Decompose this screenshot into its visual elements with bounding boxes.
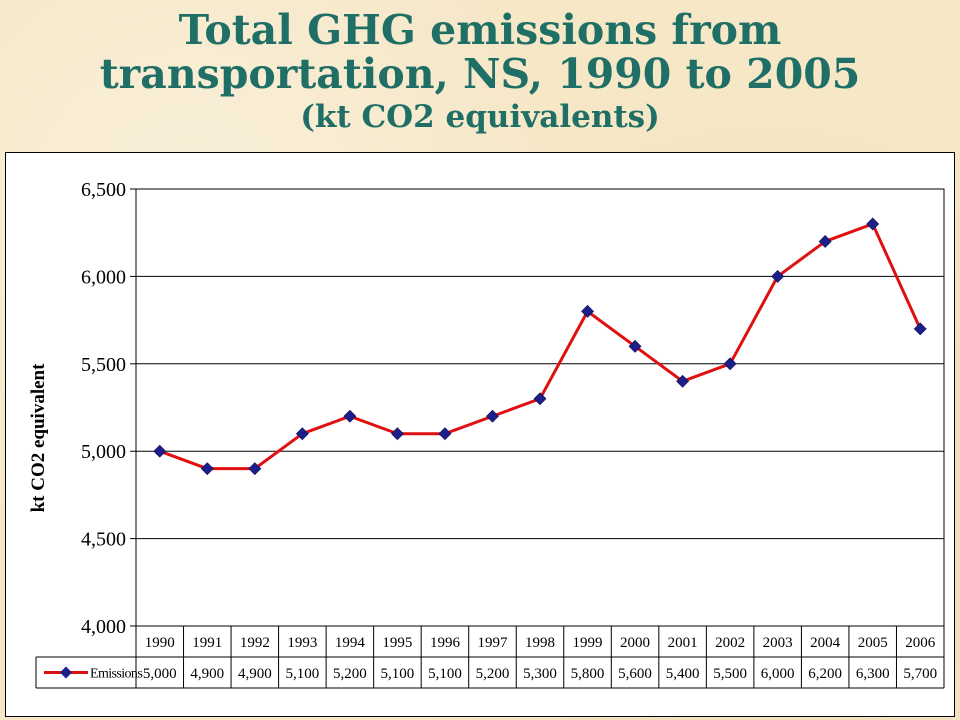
chart-subtitle: (kt CO2 equivalents) [300,99,660,135]
chart-frame: 4,000 4,500 5,000 5,500 6,000 6,500 kt CO2 eq… [5,152,955,717]
data-label: 6,200 [808,666,842,682]
x-category-label: 2002 [715,635,745,651]
y-tick-label: 5,000 [81,441,126,463]
data-point [533,392,547,406]
y-tick-label: 4,500 [81,529,126,551]
chart-title-line-1: Total GHG emissions from [178,6,782,54]
data-label: 5,500 [713,666,747,682]
data-label: 5,700 [903,666,937,682]
x-category-label: 1992 [240,635,270,651]
x-category-label: 1999 [573,635,603,651]
chart-title-line-2: transportation, NS, 1990 to 2005 [99,50,861,98]
grid-layer [136,188,944,627]
data-label: 5,300 [523,666,557,682]
title-block: Total GHG emissions from transportation,… [0,0,960,150]
x-category-label: 1997 [477,635,508,651]
data-label: 4,900 [238,666,272,682]
y-tick-label: 6,000 [81,266,126,288]
data-label: 5,800 [571,666,605,682]
data-point [248,462,262,476]
data-label: 5,200 [476,666,510,682]
data-point [723,357,737,371]
data-label: 6,000 [761,666,795,682]
data-point [866,217,880,231]
x-category-label: 1991 [192,635,222,651]
x-category-label: 2004 [810,635,841,651]
data-point [295,427,309,441]
x-category-label: 1998 [525,635,555,651]
series-line-emissions [159,222,922,471]
data-label: 5,100 [285,666,319,682]
x-category-label: 1990 [145,635,175,651]
x-category-label: 1993 [287,635,317,651]
y-tick-label: 6,500 [81,179,126,201]
data-point [438,427,452,441]
data-point [486,409,499,423]
data-point [818,235,832,248]
x-category-label: 1996 [430,635,461,651]
data-label: 5,100 [428,666,462,682]
data-label: 5,100 [381,666,415,682]
data-label: 5,600 [618,666,652,682]
data-label: 5,200 [333,666,367,682]
y-tick-label: 4,000 [81,616,126,638]
data-label: 4,900 [190,666,224,682]
x-category-label: 2006 [905,635,936,651]
data-point [343,409,357,423]
axis-layer [130,188,945,627]
line-chart: 4,000 4,500 5,000 5,500 6,000 6,500 kt CO2 eq… [28,179,945,689]
y-tick-label: 5,500 [81,354,126,376]
data-point [390,427,404,441]
x-category-label: 1995 [382,635,412,651]
data-table: 1990 5,000 1991 4,900 1992 4,900 1993 5,100 1994… [35,626,945,689]
data-label: 5,400 [666,666,700,682]
data-point [913,322,927,336]
data-point [676,374,690,388]
y-axis-label: kt CO2 equivalent [28,363,49,513]
y-tick-labels: 4,000 4,500 5,000 5,500 6,000 6,500 [81,179,126,638]
series-layer [153,217,927,476]
x-category-label: 1994 [335,635,366,651]
data-point [581,304,594,318]
data-point [771,269,785,283]
x-category-label: 2000 [620,635,650,651]
data-label: 5,000 [143,666,177,682]
data-point [628,339,642,353]
data-label: 6,300 [856,666,890,682]
x-category-label: 2001 [668,635,698,651]
x-category-label: 2003 [763,635,793,651]
legend-label: Emissions [90,667,142,682]
data-point [200,462,214,476]
legend-marker-swatch [60,666,72,679]
data-point [153,444,167,458]
plot-area-border [135,188,945,627]
x-category-label: 2005 [858,635,888,651]
